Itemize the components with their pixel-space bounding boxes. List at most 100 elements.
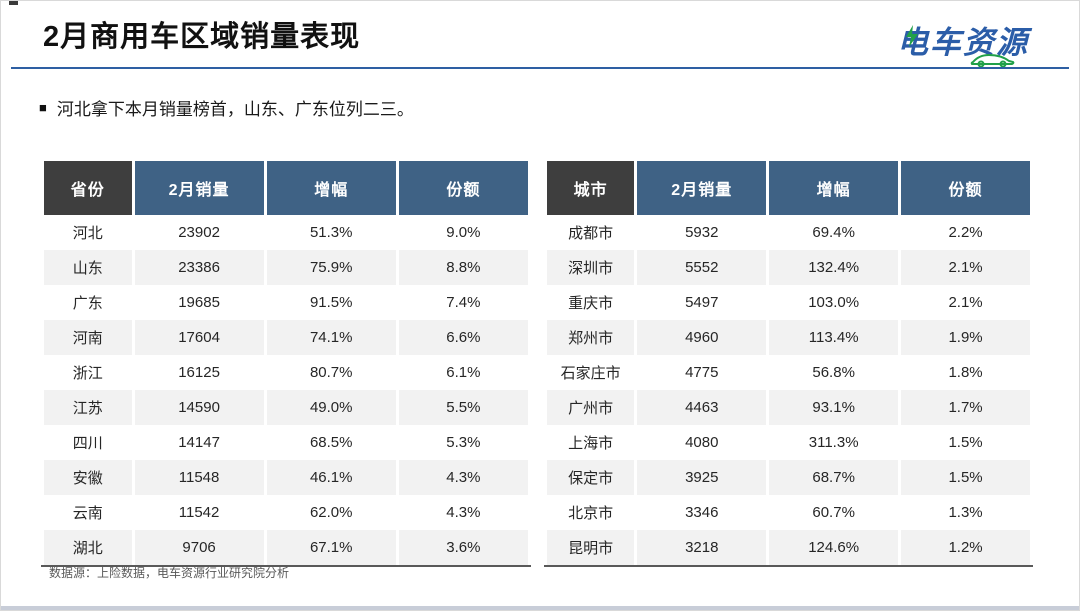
table-cell: 成都市 [547,215,635,250]
table-cell: 103.0% [769,285,899,320]
table-cell: 311.3% [769,425,899,460]
table-cell: 46.1% [266,460,396,495]
brand-logo-text: 电车资源 [897,25,1029,60]
table-cell: 2.1% [901,285,1030,320]
table-cell: 124.6% [769,530,899,565]
column-header: 省份 [44,161,132,215]
column-header: 份额 [398,161,528,215]
table-cell: 4463 [637,390,767,425]
column-header: 2月销量 [637,161,767,215]
table-cell: 1.5% [901,425,1030,460]
table-cell: 1.7% [901,390,1030,425]
corner-tick-decoration [9,1,18,5]
table-body: 成都市 5932 69.4% 2.2% 深圳市 5552 132.4% 2.1% 重庆市 5497… [547,215,1030,565]
table-row: 重庆市 5497 103.0% 2.1% [547,285,1030,320]
column-header: 城市 [547,161,635,215]
table-row: 安徽 11548 46.1% 4.3% [44,460,528,495]
table-cell: 上海市 [547,425,635,460]
table-cell: 江苏 [44,390,132,425]
key-insight-text: 河北拿下本月销量榜首，山东、广东位列二三。 [56,100,414,119]
table-cell: 14590 [134,390,264,425]
table-cell: 安徽 [44,460,132,495]
table-cell: 北京市 [547,495,635,530]
table-cell: 75.9% [266,250,396,285]
table-row: 浙江 16125 80.7% 6.1% [44,355,528,390]
table-cell: 重庆市 [547,285,635,320]
table-cell: 1.3% [901,495,1030,530]
data-source-note: 数据源：上险数据，电车资源行业研究院分析 [49,566,290,580]
title-underline [11,67,1069,69]
table-cell: 19685 [134,285,264,320]
table-cell: 深圳市 [547,250,635,285]
table-cell: 5.3% [398,425,528,460]
table-cell: 16125 [134,355,264,390]
table-cell: 17604 [134,320,264,355]
table-cell: 91.5% [266,285,396,320]
table-cell: 石家庄市 [547,355,635,390]
table-cell: 浙江 [44,355,132,390]
table-cell: 23386 [134,250,264,285]
table-header: 城市 2月销量 增幅 份额 [547,161,1030,215]
table-cell: 11542 [134,495,264,530]
key-insight-bullet: ■ 河北拿下本月销量榜首，山东、广东位列二三。 [39,95,414,120]
table-cell: 11548 [134,460,264,495]
province-sales-table-container: 省份 2月销量 增幅 份额 河北 23902 51.3% 9.0% 山东 23386 75.9% 8… [41,161,531,567]
table-cell: 2.2% [901,215,1030,250]
table-cell: 62.0% [266,495,396,530]
table-row: 北京市 3346 60.7% 1.3% [547,495,1030,530]
table-header: 省份 2月销量 增幅 份额 [44,161,528,215]
table-row: 郑州市 4960 113.4% 1.9% [547,320,1030,355]
lightning-icon [906,25,918,47]
table-cell: 67.1% [266,530,396,565]
table-cell: 5.5% [398,390,528,425]
city-sales-table: 城市 2月销量 增幅 份额 成都市 5932 69.4% 2.2% 深圳市 5552 132.4%… [544,161,1033,565]
table-row: 江苏 14590 49.0% 5.5% [44,390,528,425]
table-row: 保定市 3925 68.7% 1.5% [547,460,1030,495]
table-cell: 3.6% [398,530,528,565]
table-cell: 69.4% [769,215,899,250]
table-cell: 1.2% [901,530,1030,565]
table-row: 广州市 4463 93.1% 1.7% [547,390,1030,425]
table-row: 深圳市 5552 132.4% 2.1% [547,250,1030,285]
table-cell: 7.4% [398,285,528,320]
table-cell: 5497 [637,285,767,320]
table-cell: 广州市 [547,390,635,425]
table-cell: 68.7% [769,460,899,495]
table-cell: 2.1% [901,250,1030,285]
table-cell: 68.5% [266,425,396,460]
table-cell: 3346 [637,495,767,530]
column-header: 2月销量 [134,161,264,215]
table-cell: 9706 [134,530,264,565]
header-row: 城市 2月销量 增幅 份额 [547,161,1030,215]
car-icon [970,53,1015,67]
table-cell: 80.7% [266,355,396,390]
table-cell: 1.8% [901,355,1030,390]
table-cell: 23902 [134,215,264,250]
table-cell: 56.8% [769,355,899,390]
brand-logo: 电车资源 [897,17,1029,67]
table-cell: 4775 [637,355,767,390]
table-cell: 4080 [637,425,767,460]
table-row: 河南 17604 74.1% 6.6% [44,320,528,355]
table-cell: 14147 [134,425,264,460]
table-cell: 93.1% [769,390,899,425]
table-cell: 6.6% [398,320,528,355]
table-cell: 1.5% [901,460,1030,495]
city-sales-table-container: 城市 2月销量 增幅 份额 成都市 5932 69.4% 2.2% 深圳市 5552 132.4%… [544,161,1033,567]
table-row: 湖北 9706 67.1% 3.6% [44,530,528,565]
table-cell: 保定市 [547,460,635,495]
column-header: 份额 [901,161,1030,215]
table-cell: 湖北 [44,530,132,565]
table-cell: 6.1% [398,355,528,390]
table-row: 成都市 5932 69.4% 2.2% [547,215,1030,250]
page-title: 2月商用车区域销量表现 [43,21,361,53]
table-body: 河北 23902 51.3% 9.0% 山东 23386 75.9% 8.8% 广东 19685 9… [44,215,528,565]
table-cell: 4960 [637,320,767,355]
bottom-edge-strip [1,606,1079,610]
bullet-square-icon: ■ [39,100,47,115]
table-row: 云南 11542 62.0% 4.3% [44,495,528,530]
table-cell: 3218 [637,530,767,565]
table-cell: 49.0% [266,390,396,425]
table-row: 山东 23386 75.9% 8.8% [44,250,528,285]
table-cell: 51.3% [266,215,396,250]
